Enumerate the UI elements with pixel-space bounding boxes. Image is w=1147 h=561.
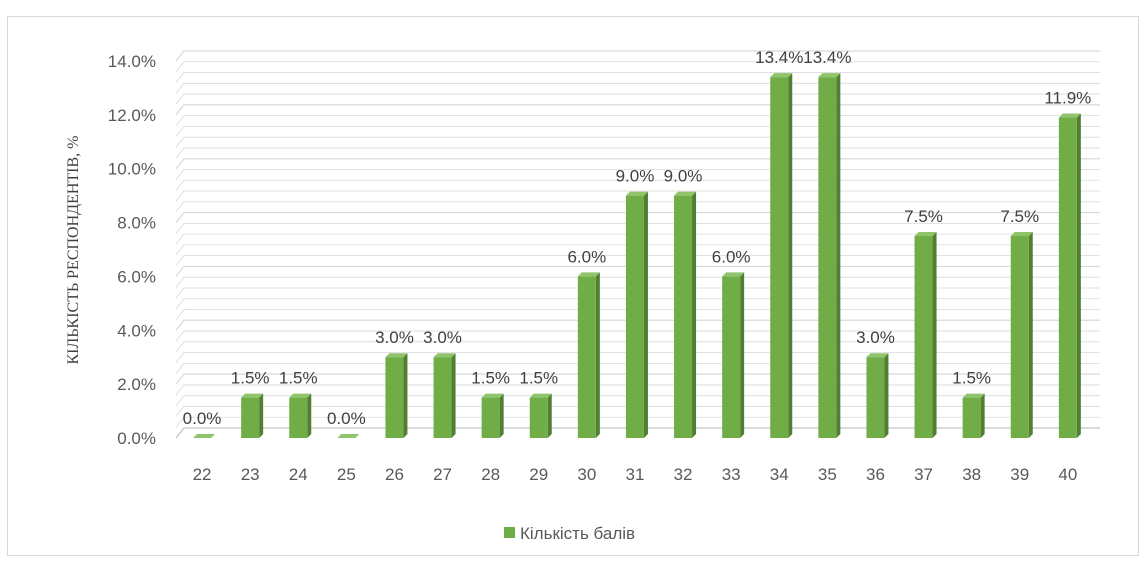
- bar: [866, 353, 888, 438]
- x-tick-label: 28: [481, 465, 500, 484]
- data-label: 9.0%: [616, 167, 655, 186]
- gridline: [176, 62, 1100, 72]
- y-tick-label: 4.0%: [117, 321, 156, 340]
- gridline: [176, 83, 1100, 93]
- bar: [1059, 114, 1081, 438]
- x-tick-label: 36: [866, 465, 885, 484]
- bar: [915, 232, 937, 438]
- bar: [1011, 232, 1033, 438]
- x-axis-ticks: 22 23 24 25 26 27 28 29 30 31 32 33 34 35 36 37 38 39 40: [193, 465, 1078, 484]
- legend: Кількість балів: [504, 524, 635, 543]
- bar: [770, 73, 792, 438]
- bar: [241, 394, 263, 438]
- gridline: [176, 94, 1100, 104]
- y-tick-label: 6.0%: [117, 267, 156, 286]
- x-tick-label: 23: [241, 465, 260, 484]
- x-tick-label: 39: [1010, 465, 1029, 484]
- bar: [530, 394, 552, 438]
- y-tick-label: 10.0%: [108, 160, 156, 179]
- bar: [674, 192, 696, 438]
- data-label: 3.0%: [375, 328, 414, 347]
- gridline: [176, 51, 1100, 61]
- y-tick-label: 2.0%: [117, 375, 156, 394]
- bar: [578, 272, 600, 438]
- gridline: [176, 126, 1100, 136]
- data-label: 11.9%: [1044, 89, 1091, 108]
- x-tick-label: 40: [1058, 465, 1077, 484]
- x-tick-label: 22: [193, 465, 212, 484]
- x-tick-label: 29: [529, 465, 548, 484]
- x-tick-label: 26: [385, 465, 404, 484]
- data-label: 1.5%: [952, 369, 991, 388]
- gridline: [176, 105, 1100, 115]
- bar: [337, 434, 359, 438]
- bar: [289, 394, 311, 438]
- x-tick-label: 34: [770, 465, 789, 484]
- data-label: 1.5%: [519, 369, 558, 388]
- data-label: 3.0%: [423, 328, 462, 347]
- x-tick-label: 27: [433, 465, 452, 484]
- data-label: 3.0%: [856, 328, 895, 347]
- y-tick-label: 14.0%: [108, 52, 156, 71]
- y-tick-label: 12.0%: [108, 106, 156, 125]
- bar: [722, 272, 744, 438]
- x-tick-label: 37: [914, 465, 933, 484]
- y-axis-title: КІЛЬКІСТЬ РЕСПОНДЕНТІВ, %: [65, 135, 82, 364]
- data-label: 1.5%: [279, 369, 318, 388]
- x-tick-label: 38: [962, 465, 981, 484]
- y-axis-ticks: 0.0% 2.0% 4.0% 6.0% 8.0% 10.0% 12.0% 14.0%: [108, 52, 156, 448]
- legend-label: Кількість балів: [520, 524, 635, 543]
- data-label: 6.0%: [567, 247, 606, 266]
- x-tick-label: 30: [577, 465, 596, 484]
- bar: [385, 353, 407, 438]
- data-label: 0.0%: [327, 409, 366, 428]
- legend-swatch: [504, 527, 515, 538]
- gridline: [176, 116, 1100, 126]
- data-label: 13.4%: [803, 48, 851, 67]
- bar: [963, 394, 985, 438]
- bar: [818, 73, 840, 438]
- data-label: 13.4%: [755, 48, 803, 67]
- x-tick-label: 24: [289, 465, 308, 484]
- y-tick-label: 0.0%: [117, 429, 156, 448]
- data-label: 9.0%: [664, 167, 703, 186]
- x-tick-label: 33: [722, 465, 741, 484]
- gridline: [176, 73, 1100, 83]
- bar: [193, 434, 215, 438]
- bar: [626, 192, 648, 438]
- gridline: [176, 148, 1100, 158]
- data-label: 0.0%: [183, 409, 222, 428]
- x-tick-label: 32: [674, 465, 693, 484]
- data-label: 7.5%: [904, 207, 943, 226]
- bar: [434, 353, 456, 438]
- x-tick-label: 25: [337, 465, 356, 484]
- gridline: [176, 137, 1100, 147]
- data-label: 7.5%: [1000, 207, 1039, 226]
- x-tick-label: 35: [818, 465, 837, 484]
- data-label: 1.5%: [471, 369, 510, 388]
- x-tick-label: 31: [625, 465, 644, 484]
- data-label: 1.5%: [231, 369, 270, 388]
- bar: [482, 394, 504, 438]
- data-label: 6.0%: [712, 247, 751, 266]
- y-tick-label: 8.0%: [117, 214, 156, 233]
